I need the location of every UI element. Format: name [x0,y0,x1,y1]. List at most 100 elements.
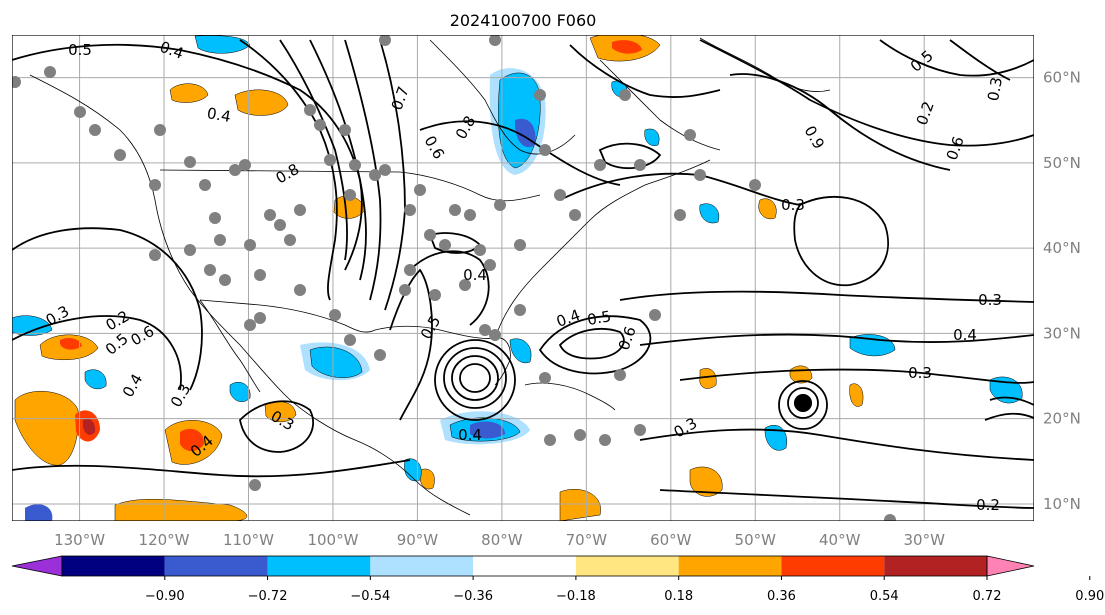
positive-anomaly-region [419,468,435,490]
negative-anomaly-region [194,35,251,54]
station-marker [244,239,256,251]
contour-label: 0.5 [586,307,613,329]
contour-label: 0.4 [463,266,487,284]
station-marker [514,304,526,316]
station-marker [229,164,241,176]
contour-line [279,39,348,261]
station-marker [479,324,491,336]
cyclone-ring [434,339,516,421]
negative-anomaly-region [509,338,532,364]
station-marker [539,144,551,156]
colorbar-tick-label: 0.18 [664,589,693,604]
station-marker [274,219,286,231]
positive-anomaly-region [699,368,717,389]
contour-line [729,73,951,171]
contour-label: 0.3 [781,196,805,214]
colorbar-segment [473,556,576,576]
station-marker [399,284,411,296]
contour-line [12,315,182,391]
colorbar-tick-label: −0.72 [248,589,288,604]
contour-line [12,43,363,271]
storm-center-marker [794,394,812,412]
contour-line [639,333,1034,346]
contour-label: 0.4 [458,426,482,444]
colorbar: −0.90 −0.72 −0.54 −0.36 −0.18 0.18 0.36 0.54 0.7… [11,555,1104,604]
contour-line [409,250,490,326]
station-marker [514,239,526,251]
extreme-positive-region [83,418,96,435]
colorbar-tick-label: 0.36 [767,589,796,604]
colorbar-segment [884,556,987,576]
map-title: 2024100700 F060 [450,11,597,30]
contour-line [344,39,382,301]
contour-label: 0.3 [908,364,932,382]
station-marker [12,76,21,88]
station-marker [264,209,276,221]
station-marker [464,209,476,221]
station-marker [239,159,251,171]
station-marker [219,274,231,286]
colorbar-tick-label: 0.72 [973,589,1002,604]
station-marker [44,66,56,78]
lon-tick-label: 110°W [223,531,274,549]
colorbar-tick-label: 0.90 [1075,589,1104,604]
lat-tick-label: 40°N [1043,239,1081,257]
us-canada-border [159,169,541,202]
station-marker [149,179,161,191]
contour-line [569,44,721,98]
station-marker [184,244,196,256]
positive-anomaly-region [169,83,209,103]
lat-tick-label: 20°N [1043,410,1081,428]
contour-line [793,195,889,287]
contour-line [12,459,411,478]
station-marker [429,289,441,301]
lat-tick-label: 60°N [1043,69,1081,87]
station-marker [674,209,686,221]
negative-anomaly-region [644,128,660,146]
station-marker [634,159,646,171]
station-marker [304,104,316,116]
cyclone-ring [787,387,819,419]
station-marker [89,124,101,136]
station-marker [494,199,506,211]
colorbar-segment [575,556,679,576]
positive-anomaly-region [689,466,723,497]
station-marker [544,434,556,446]
negative-anomaly-region [229,382,251,402]
colorbar-segment [781,556,885,576]
contour-line [989,396,1034,406]
station-marker [694,169,706,181]
cyclone-ring [459,363,491,393]
station-markers [12,35,896,521]
colorbar-tick-label: −0.54 [350,589,390,604]
station-marker [634,424,646,436]
contour-label: 0.3 [984,76,1006,103]
contour-line [598,142,662,170]
station-marker [539,372,551,384]
station-marker [649,309,661,321]
station-marker [209,212,221,224]
lon-tick-label: 120°W [139,531,190,549]
north-america-west-coast [29,74,471,516]
station-marker [284,234,296,246]
contour-line [309,39,367,281]
contour-label: 0.2 [976,496,1000,514]
station-marker [114,149,126,161]
lon-tick-label: 80°W [481,531,523,549]
lon-tick-label: 130°W [54,531,105,549]
station-marker [489,329,501,341]
station-marker [684,129,696,141]
colorbar-segment [164,556,268,576]
negative-anomaly-region [84,369,107,390]
contour-line [699,39,1034,147]
colorbar-extend-high [986,555,1035,577]
station-marker [369,169,381,181]
station-marker [379,164,391,176]
labrador-coast [599,59,721,151]
colorbar-segment [370,556,474,576]
station-marker [594,159,606,171]
station-marker [374,349,386,361]
baja-california [199,299,261,393]
contour-line [419,120,621,186]
positive-anomaly-region [849,383,864,407]
